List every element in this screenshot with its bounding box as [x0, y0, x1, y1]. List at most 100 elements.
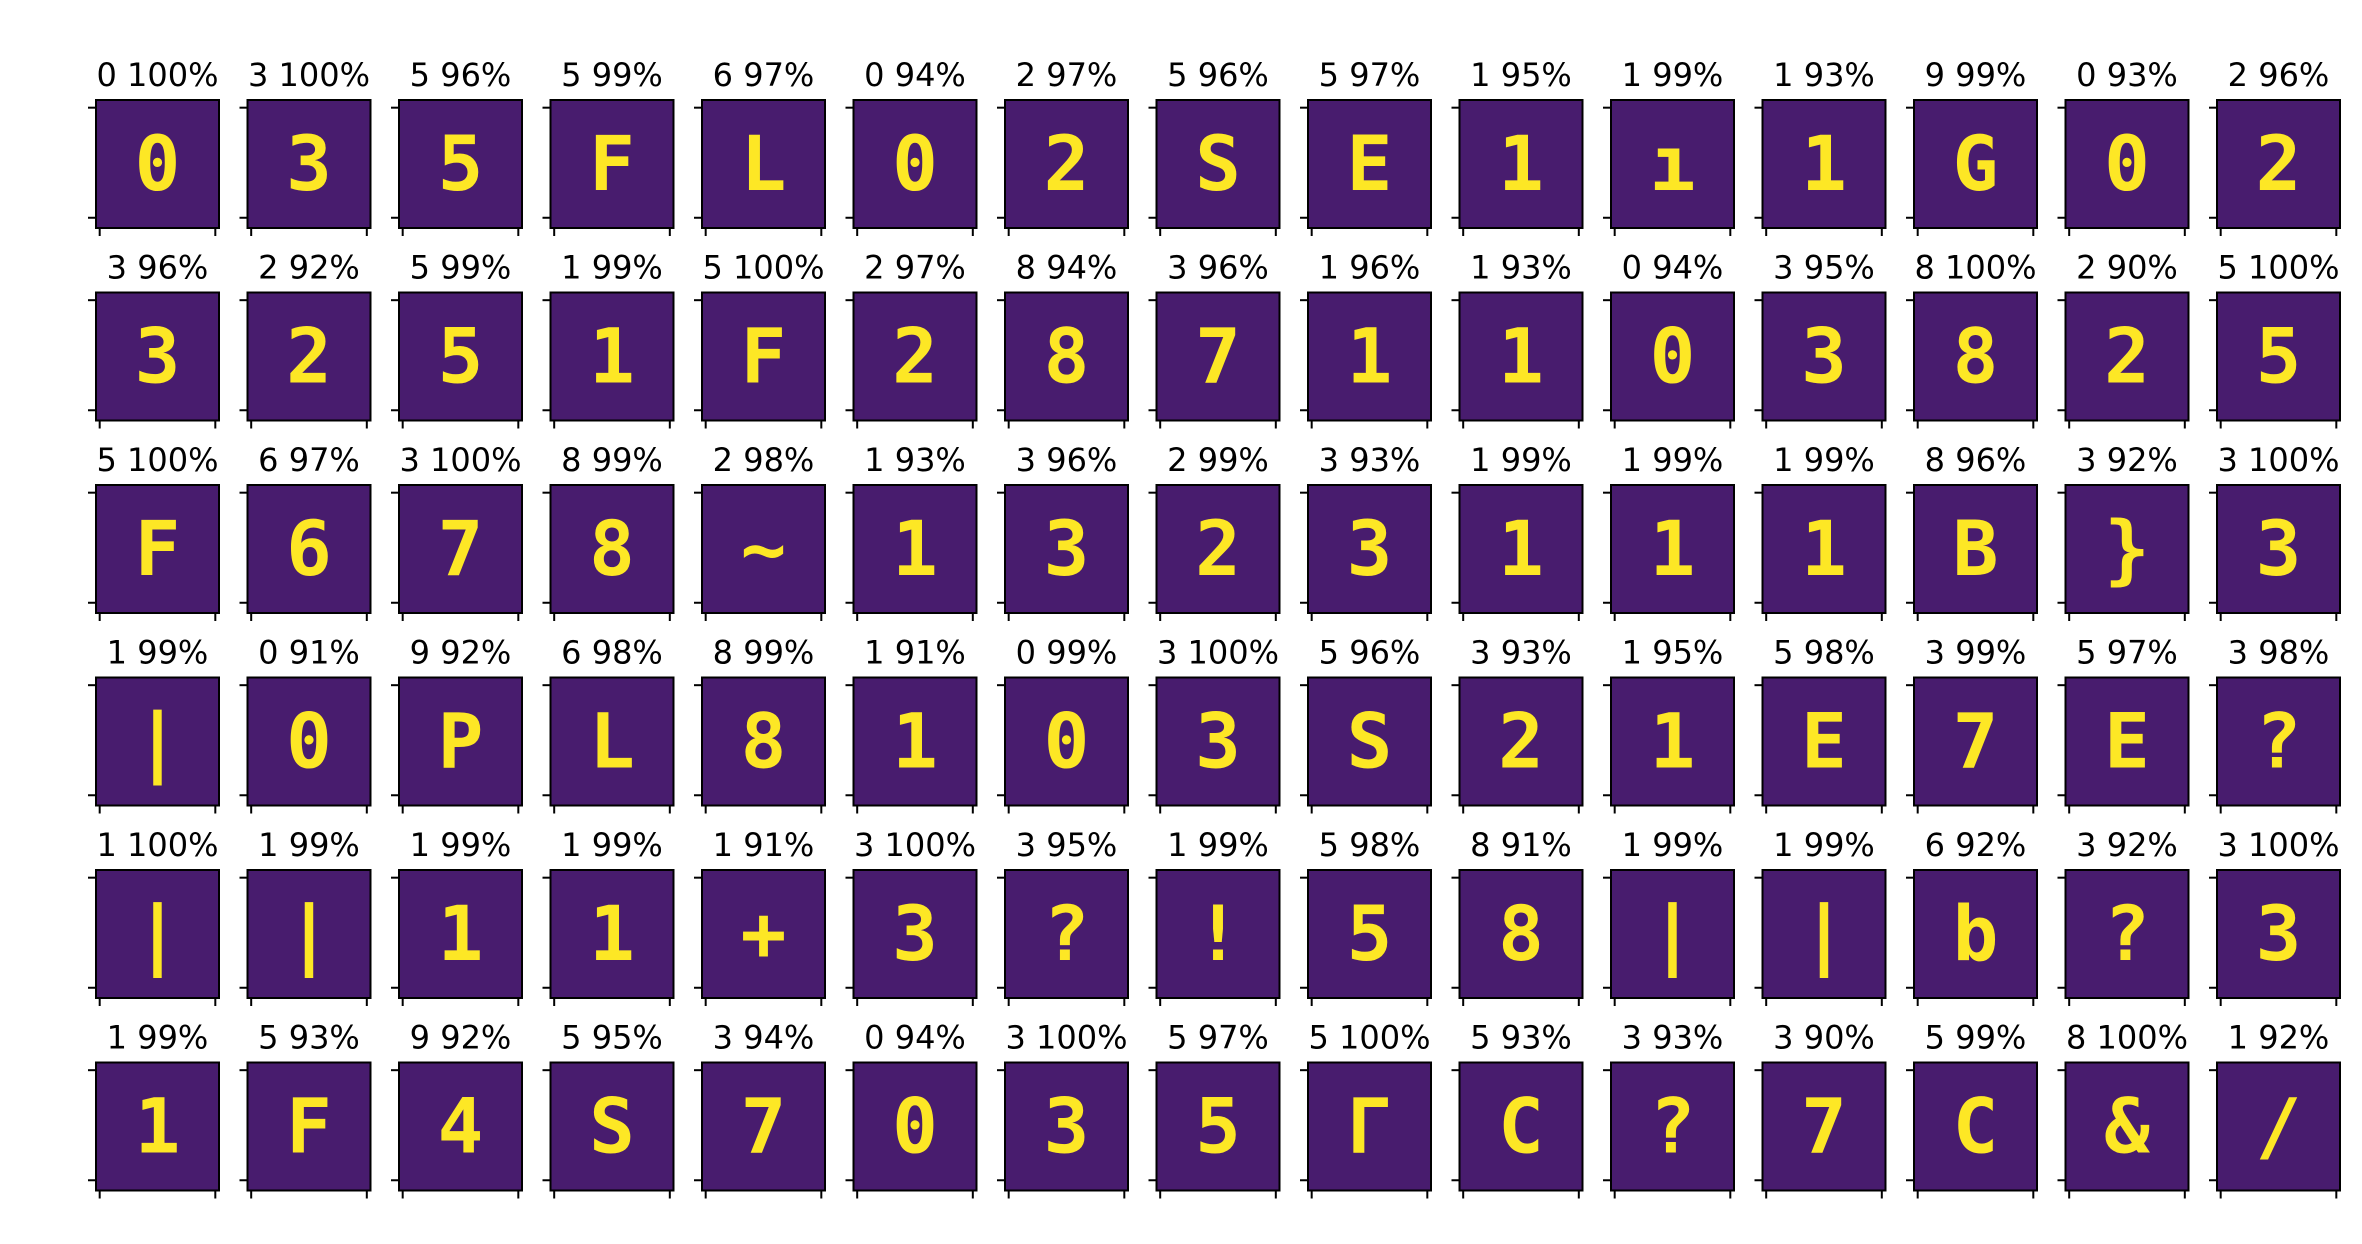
panel-cell: 1 99% 1 [542, 249, 675, 429]
panel-title: 8 94% [1016, 249, 1118, 287]
panel-cell: 6 92% b [1906, 826, 2038, 1006]
panel-title: 3 99% [1925, 634, 2027, 672]
panel-cell: 0 100% 0 [88, 56, 220, 236]
digit-glyph: b [1953, 889, 1999, 978]
panel-cell: 1 99% 1 [1603, 441, 1735, 621]
digit-image [2064, 291, 2190, 422]
digit-image [246, 484, 372, 614]
digit-glyph: 0 [892, 1082, 938, 1171]
digit-image [398, 291, 523, 422]
panel-cell: 1 99% | [1754, 826, 1887, 1006]
panel-cell: 9 99% G [1906, 56, 2038, 236]
panel-cell: 3 100% 3 [239, 56, 372, 236]
panel-title: 1 99% [1622, 56, 1724, 94]
panel-cell: 0 94% 0 [845, 56, 978, 236]
digit-glyph: 1 [1801, 504, 1847, 593]
digit-glyph: 3 [1044, 504, 1090, 593]
panel-title: 0 94% [1622, 249, 1724, 287]
panel-title: 3 96% [1167, 249, 1269, 287]
panel-title: 6 98% [561, 634, 663, 672]
digit-glyph: F [286, 1082, 332, 1171]
digit-image [1004, 869, 1129, 999]
digit-image [549, 484, 675, 614]
digit-glyph: 8 [1044, 312, 1090, 401]
digit-glyph: | [1650, 889, 1696, 979]
digit-glyph: | [286, 889, 332, 979]
digit-image [1004, 484, 1129, 614]
digit-glyph: ı [1650, 119, 1696, 208]
digit-glyph: G [1953, 119, 1999, 208]
panel-title: 3 92% [2076, 826, 2178, 864]
panel-title: 1 91% [864, 634, 966, 672]
panel-title: 9 99% [1925, 56, 2027, 94]
panel-title: 1 99% [107, 634, 209, 672]
digit-image [1458, 291, 1584, 422]
digit-image [852, 291, 978, 422]
panel-title: 1 99% [1470, 441, 1572, 479]
digit-image [95, 1061, 220, 1192]
panel-cell: 5 100% Γ [1300, 1019, 1432, 1199]
panel-cell: 1 93% 1 [1754, 56, 1887, 236]
panel-cell: 0 91% 0 [239, 634, 372, 814]
digit-glyph: L [589, 697, 635, 786]
digit-image [1761, 484, 1887, 614]
digit-glyph: 2 [2104, 312, 2150, 401]
panel-title: 5 96% [1319, 634, 1421, 672]
digit-glyph: + [741, 889, 787, 978]
panel-title: 3 100% [854, 826, 976, 864]
panel-title: 5 99% [410, 249, 512, 287]
panel-cell: 1 91% + [694, 826, 826, 1006]
digit-glyph: 5 [1195, 1082, 1241, 1171]
digit-glyph: 2 [1044, 119, 1090, 208]
panel-cell: 9 92% 4 [391, 1019, 523, 1199]
digit-image [1913, 1061, 2038, 1192]
digit-glyph: F [589, 119, 635, 208]
panel-cell: 3 93% 3 [1300, 441, 1432, 621]
digit-glyph: } [2104, 504, 2150, 593]
digit-image [398, 676, 523, 807]
panel-cell: 3 90% 7 [1754, 1019, 1887, 1199]
digit-image [1458, 869, 1584, 999]
digit-glyph: E [1801, 697, 1847, 786]
digit-image [2216, 484, 2341, 614]
digit-image [95, 869, 220, 999]
digit-image [246, 99, 372, 229]
digit-image [246, 676, 372, 807]
panel-title: 3 100% [2217, 441, 2339, 479]
digit-glyph: 7 [1953, 697, 1999, 786]
digit-image [2216, 1061, 2341, 1192]
panel-title: 5 95% [561, 1019, 663, 1057]
digit-glyph: 7 [741, 1082, 787, 1171]
digit-glyph: 1 [589, 312, 635, 401]
digit-image [1761, 1061, 1887, 1192]
digit-image [2216, 869, 2341, 999]
panel-cell: 1 99% | [1603, 826, 1735, 1006]
panel-cell: 3 96% 3 [997, 441, 1129, 621]
panel-cell: 1 100% | [88, 826, 220, 1006]
digit-image [1004, 291, 1129, 422]
panel-cell: 3 99% 7 [1906, 634, 2038, 814]
digit-image [1307, 484, 1432, 614]
panel-cell: 8 100% & [2057, 1019, 2190, 1199]
digit-glyph: ? [1044, 889, 1090, 978]
digit-image [1458, 676, 1584, 807]
panel-cell: 1 99%! [1148, 826, 1281, 1006]
digit-image [852, 484, 978, 614]
panel-title: 2 96% [2228, 56, 2330, 94]
digit-image [1307, 99, 1432, 229]
digit-image [246, 869, 372, 999]
digit-image [95, 99, 220, 229]
panel-title: 3 98% [2228, 634, 2330, 672]
digit-glyph: E [2104, 697, 2150, 786]
panel-cell: 8 91% 8 [1451, 826, 1584, 1006]
digit-glyph: 1 [1498, 119, 1544, 208]
digit-glyph: ? [2104, 889, 2150, 978]
digit-image [1610, 291, 1735, 422]
panel-cell: 1 99% 1 [1754, 441, 1887, 621]
digit-glyph: 1 [589, 889, 635, 978]
digit-glyph: B [1953, 504, 1999, 593]
digit-image [1004, 99, 1129, 229]
panel-title: 1 99% [107, 1019, 209, 1057]
digit-image [1610, 676, 1735, 807]
panel-cell: 3 95% 3 [1754, 249, 1887, 429]
